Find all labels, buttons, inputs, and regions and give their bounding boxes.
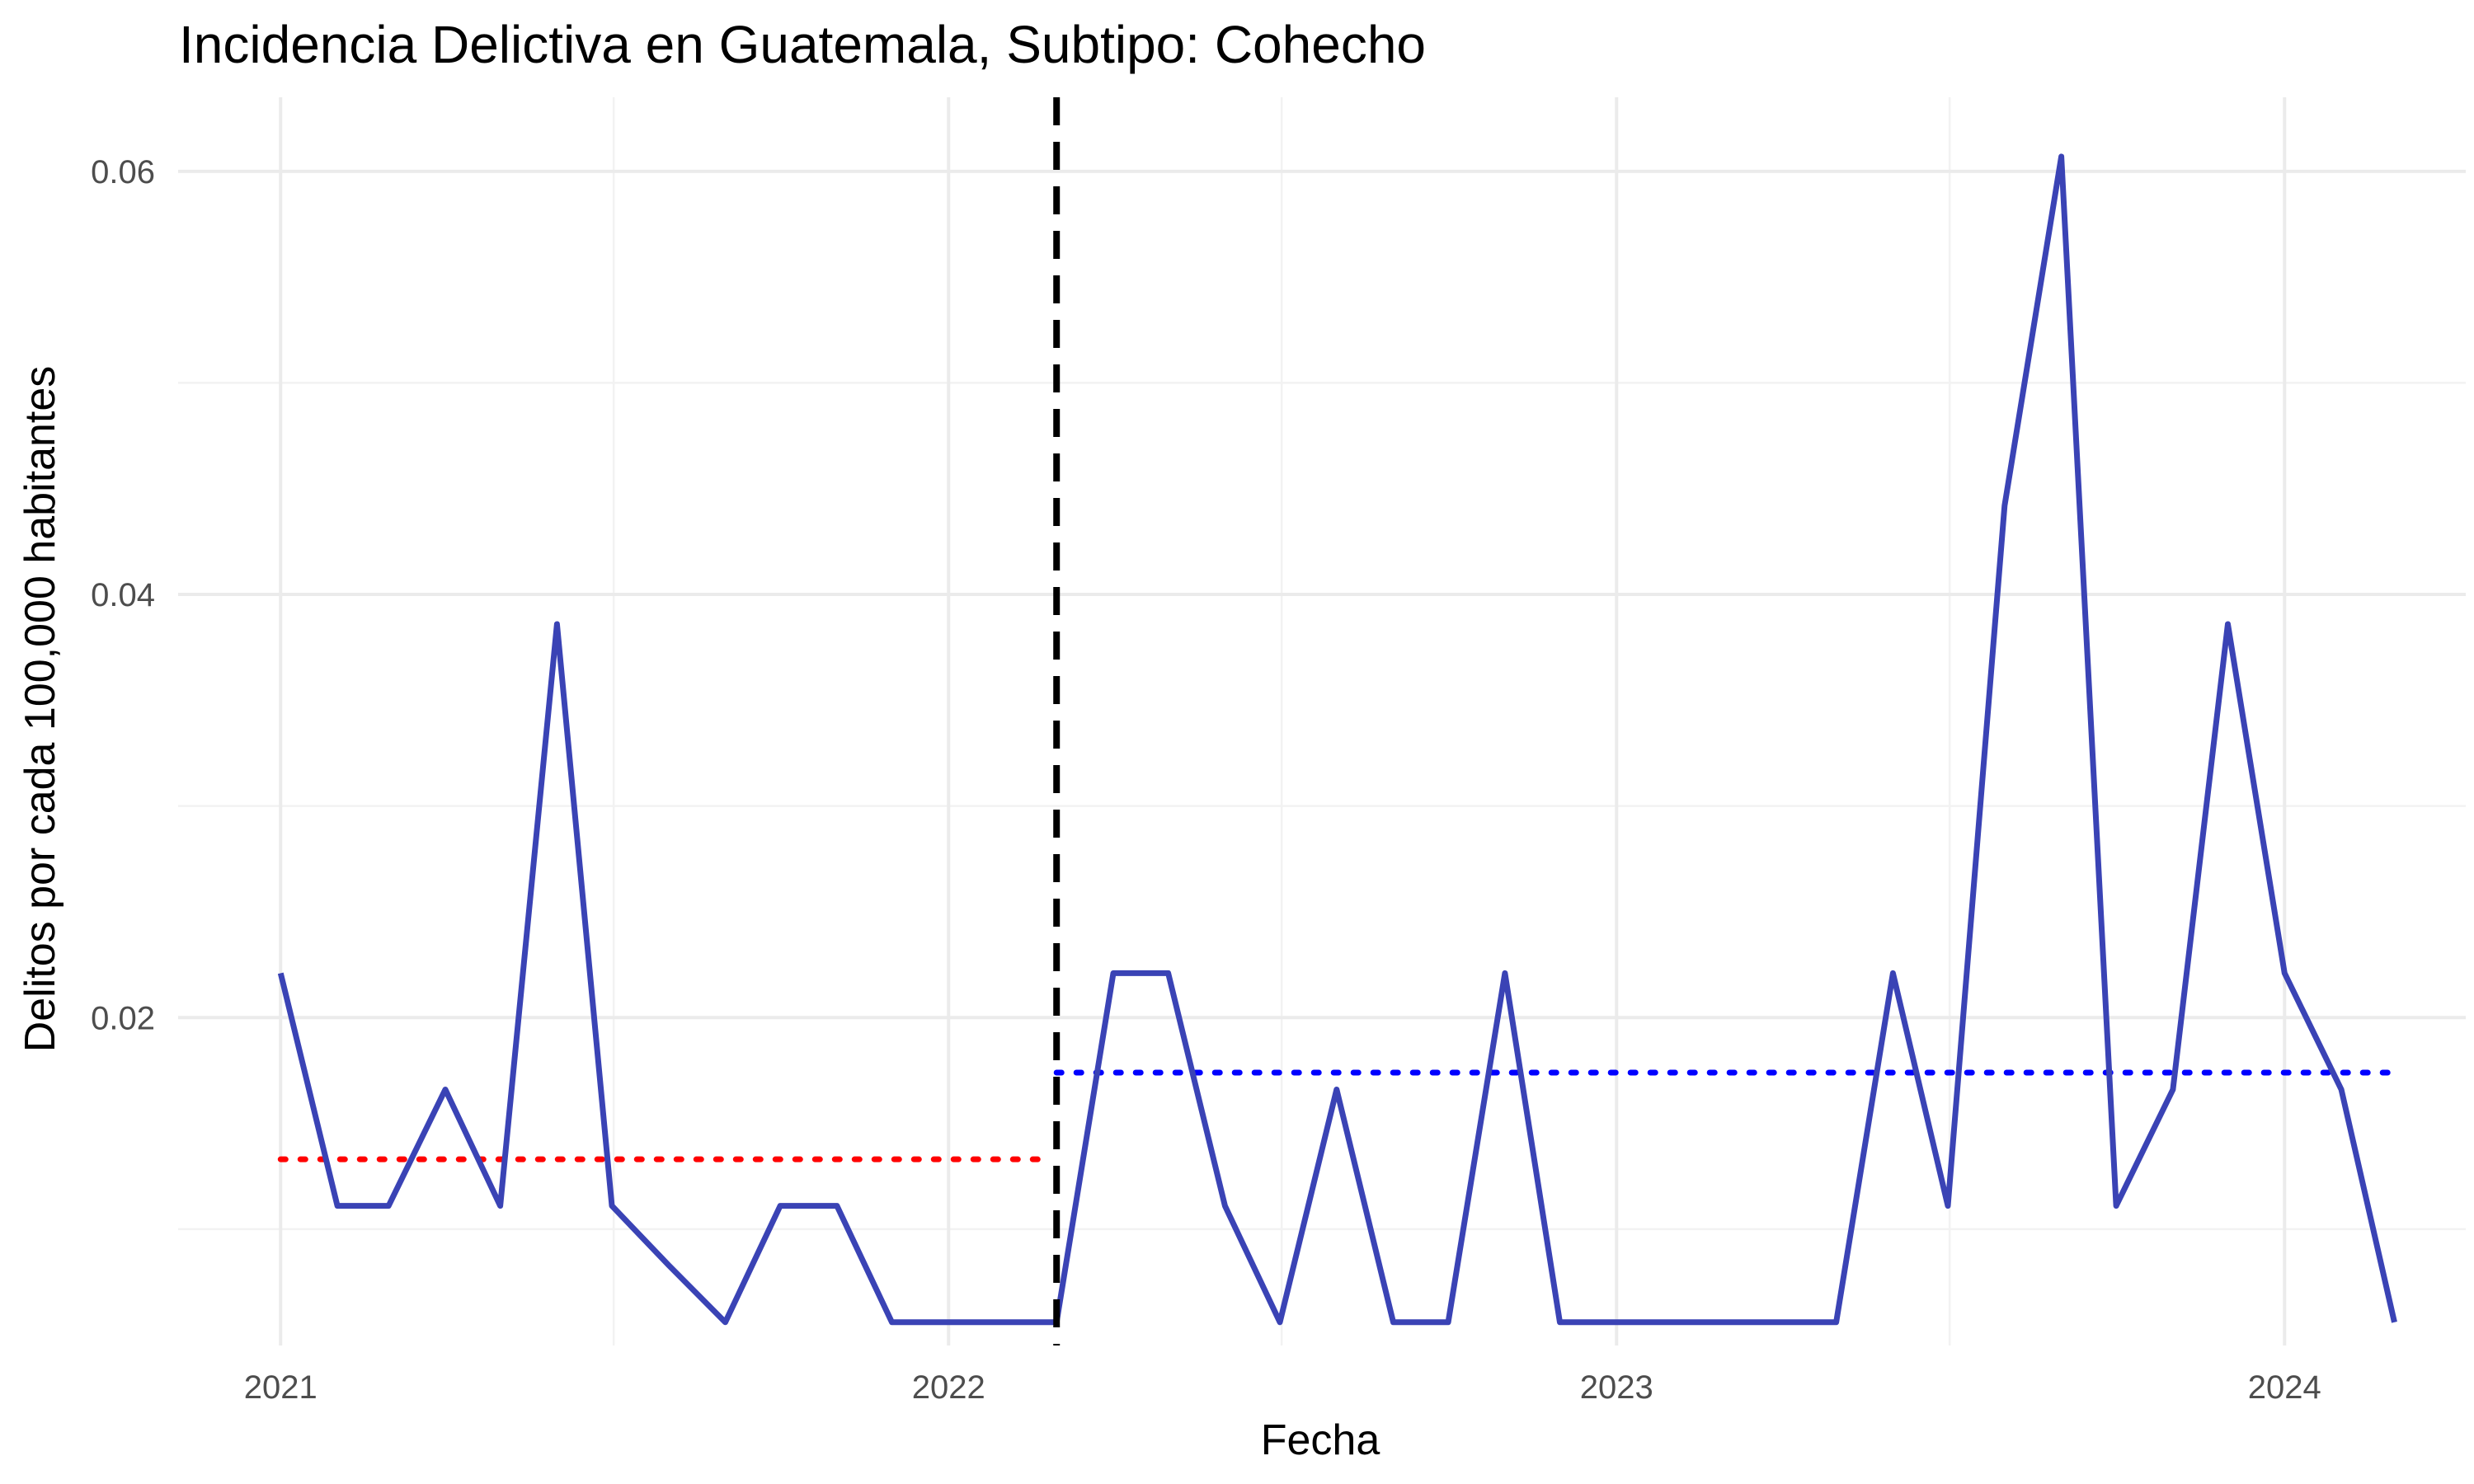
- x-tick-label: 2024: [2248, 1369, 2321, 1406]
- x-tick-label: 2021: [244, 1369, 317, 1406]
- y-axis-ticks: 0.02 0.04 0.06: [91, 154, 155, 1036]
- mean-lines: [277, 1069, 2397, 1162]
- chart-title: Incidencia Delictiva en Guatemala, Subti…: [179, 15, 1426, 74]
- y-tick-label: 0.06: [91, 154, 155, 190]
- y-tick-label: 0.04: [91, 577, 155, 613]
- y-tick-label: 0.02: [91, 1000, 155, 1036]
- x-axis-title: Fecha: [1261, 1416, 1380, 1464]
- x-tick-label: 2022: [912, 1369, 985, 1406]
- y-axis-title: Delitos por cada 100,000 habitantes: [16, 366, 64, 1053]
- grid: [178, 97, 2466, 1345]
- x-tick-label: 2023: [1580, 1369, 1653, 1406]
- x-axis-ticks: 2021 2022 2023 2024: [244, 1369, 2321, 1406]
- series-line: [277, 153, 2397, 1326]
- series: [277, 153, 2397, 1326]
